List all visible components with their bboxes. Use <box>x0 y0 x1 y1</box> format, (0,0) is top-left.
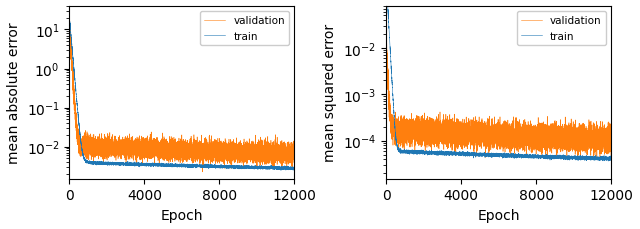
Line: validation: validation <box>386 36 611 159</box>
Line: validation: validation <box>69 22 294 172</box>
train <box>519 155 527 158</box>
validation <box>66 20 74 23</box>
train <box>291 167 298 170</box>
train <box>604 160 612 163</box>
Y-axis label: mean squared error: mean squared error <box>323 24 337 162</box>
validation <box>394 130 402 133</box>
train <box>99 162 107 165</box>
train <box>124 163 131 165</box>
Y-axis label: mean absolute error: mean absolute error <box>7 22 21 164</box>
validation <box>202 150 210 153</box>
Legend: validation, train: validation, train <box>200 12 289 46</box>
train <box>500 154 508 157</box>
X-axis label: Epoch: Epoch <box>477 208 520 222</box>
train <box>607 157 615 160</box>
validation <box>180 146 188 149</box>
train <box>184 165 191 168</box>
Legend: validation, train: validation, train <box>516 12 606 46</box>
validation <box>415 130 423 133</box>
Line: train: train <box>69 18 294 171</box>
train <box>394 148 402 151</box>
train <box>77 144 85 146</box>
X-axis label: Epoch: Epoch <box>161 208 203 222</box>
train <box>180 165 188 167</box>
train <box>65 16 73 19</box>
validation <box>607 137 615 140</box>
validation <box>99 150 107 153</box>
validation <box>124 153 131 156</box>
train <box>202 164 210 167</box>
validation <box>519 128 527 131</box>
validation <box>440 129 448 132</box>
validation <box>382 35 390 38</box>
train <box>440 152 448 155</box>
validation <box>497 136 505 139</box>
validation <box>596 158 604 160</box>
validation <box>382 42 390 44</box>
validation <box>65 22 73 25</box>
train <box>277 169 285 172</box>
validation <box>500 142 508 145</box>
train <box>497 155 505 157</box>
Line: train: train <box>386 0 611 161</box>
validation <box>291 155 298 158</box>
validation <box>199 171 207 174</box>
train <box>415 151 423 153</box>
validation <box>77 147 85 149</box>
validation <box>184 154 192 156</box>
